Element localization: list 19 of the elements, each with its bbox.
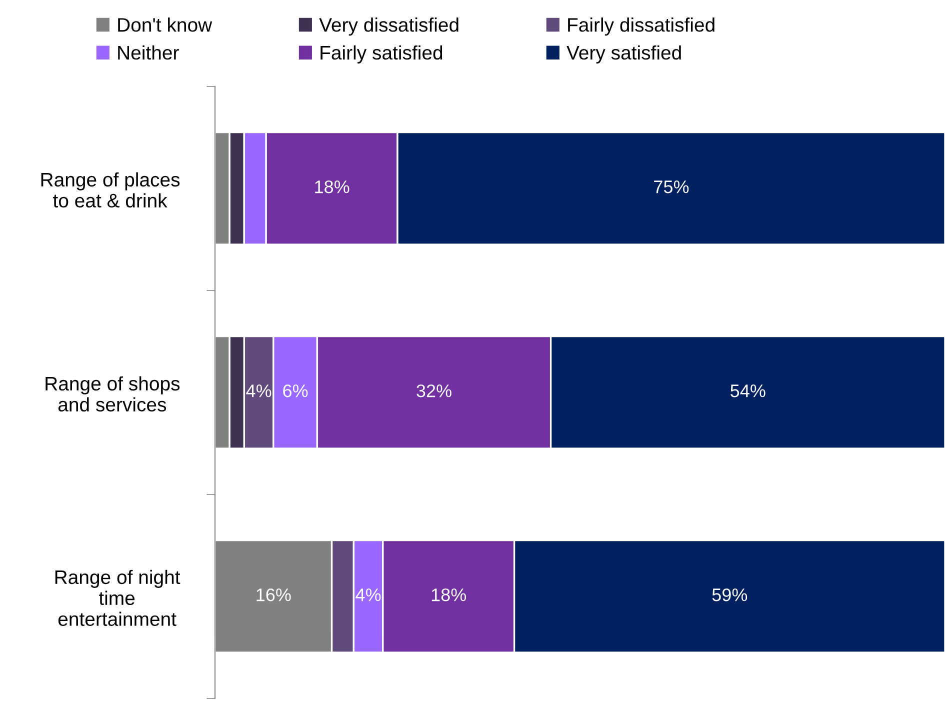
legend-label: Don't know: [118, 18, 212, 32]
data-label: 18%: [432, 588, 466, 602]
legend-label: Neither: [118, 45, 179, 60]
data-label: 16%: [256, 588, 291, 602]
data-label: 75%: [654, 180, 689, 194]
data-label: 18%: [315, 180, 350, 194]
legend-label: Very dissatisfied: [319, 18, 458, 36]
legend-label: Fairly satisfied: [320, 45, 442, 64]
y-tick-label: Range of shops and services: [46, 376, 180, 412]
data-label: 32%: [416, 384, 452, 398]
data-label: 6%: [283, 384, 308, 398]
y-tick-label: Range of places to eat & drink: [41, 172, 180, 208]
legend-label: Fairly dissatisfied: [568, 18, 714, 36]
data-label: 54%: [730, 384, 766, 398]
data-label: 59%: [712, 588, 748, 602]
data-label: 4%: [356, 588, 381, 602]
legend-label: Very satisfied: [566, 45, 681, 64]
y-tick-label: Range of night time entertainment: [55, 570, 180, 626]
data-label: 4%: [246, 384, 272, 398]
